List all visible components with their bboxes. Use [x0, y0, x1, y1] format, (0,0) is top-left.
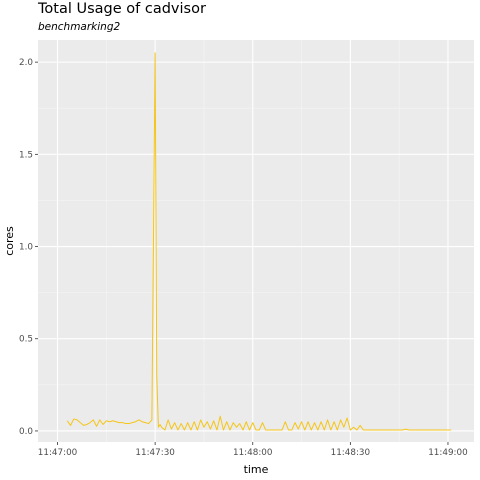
chart-subtitle: benchmarking2 — [38, 21, 121, 33]
y-tick-label: 1.0 — [19, 243, 33, 253]
chart-title: Total Usage of cadvisor — [38, 1, 206, 17]
plot-panel — [38, 40, 474, 442]
series-line — [66, 52, 452, 431]
y-axis: 0.0 0.5 1.0 1.5 2.0 — [19, 58, 38, 437]
y-tick-label: 0.0 — [19, 427, 33, 437]
x-tick-label: 11:47:00 — [38, 448, 78, 458]
x-tick-label: 11:47:30 — [135, 448, 175, 458]
x-tick-label: 11:48:00 — [233, 448, 273, 458]
y-axis-title: cores — [3, 226, 16, 256]
minor-gridlines — [38, 40, 474, 442]
x-tick-label: 11:49:00 — [428, 448, 468, 458]
y-tick-label: 0.5 — [19, 335, 33, 345]
x-axis: 11:47:00 11:47:30 11:48:00 11:48:30 11:49:00 — [38, 442, 468, 458]
x-tick-label: 11:48:30 — [331, 448, 371, 458]
x-axis-title: time — [244, 463, 269, 476]
y-tick-label: 1.5 — [19, 150, 33, 160]
y-tick-label: 2.0 — [19, 58, 33, 68]
